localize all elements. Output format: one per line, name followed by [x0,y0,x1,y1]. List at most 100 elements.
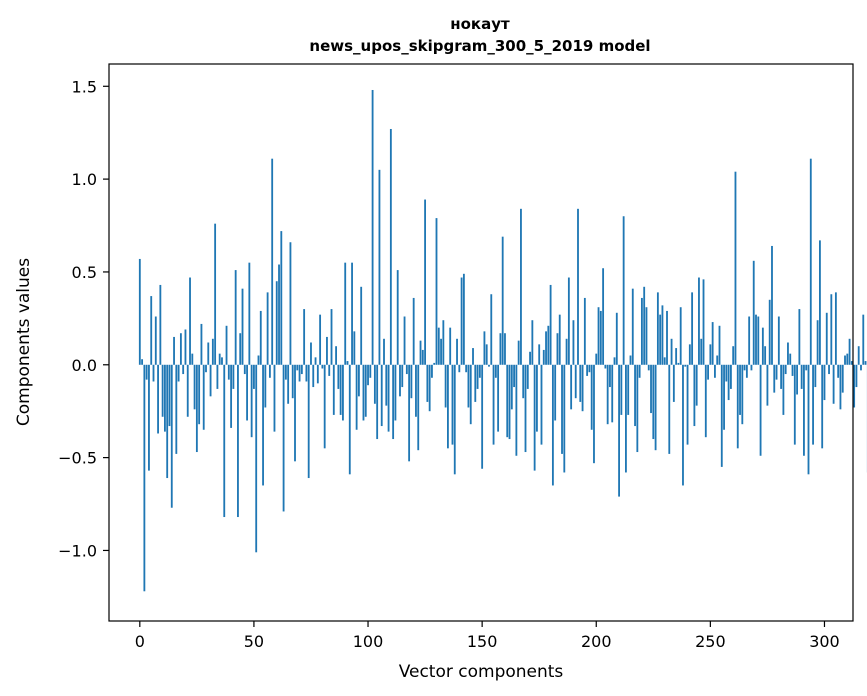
bar-component-309 [844,355,846,365]
bar-component-247 [702,279,705,365]
bar-component-187 [565,338,568,365]
bar-component-66 [289,242,292,365]
bar-component-63 [282,364,285,512]
bar-component-126 [426,364,429,402]
bar-component-189 [570,364,573,410]
bar-component-217 [634,364,636,427]
bar-component-88 [339,364,342,415]
bar-component-122 [417,364,420,451]
bar-component-212 [622,216,625,365]
bar-component-275 [766,364,769,406]
bar-component-68 [294,364,296,462]
bar-component-295 [812,364,814,445]
bar-component-230 [663,357,666,365]
bar-component-144 [467,364,470,408]
y-tick-label: −1.0 [58,541,97,560]
bar-component-46 [243,364,246,375]
y-tick-label: 1.5 [72,77,97,96]
bar-component-65 [287,364,290,404]
bar-component-167 [520,208,522,365]
bar-component-51 [255,364,258,553]
bar-component-22 [189,277,191,365]
bar-component-79 [319,314,322,365]
bar-component-223 [647,364,650,371]
bar-component-69 [296,364,299,371]
bar-component-299 [821,364,824,449]
bar-component-107 [383,338,385,365]
bar-component-59 [273,364,276,432]
bar-component-19 [182,364,185,375]
bar-component-169 [524,364,527,453]
bar-component-44 [239,333,242,365]
bar-component-95 [355,364,358,430]
bar-component-150 [481,364,484,469]
bar-component-314 [855,364,858,388]
bar-component-80 [321,364,324,369]
bar-component-303 [830,294,833,365]
bar-component-134 [444,364,447,408]
bar-component-86 [335,346,337,365]
bar-component-25 [195,364,198,453]
bar-component-218 [636,364,639,453]
bar-component-91 [346,361,349,365]
bar-component-282 [782,364,785,415]
bar-component-234 [672,364,675,402]
bar-component-118 [408,364,411,462]
bar-component-7 [154,316,157,365]
bar-component-142 [462,273,465,365]
bar-component-196 [586,364,589,376]
bar-component-15 [173,336,175,365]
bar-component-181 [551,364,554,486]
bar-component-226 [654,364,657,451]
bar-component-279 [775,364,778,380]
bar-component-82 [326,336,328,365]
bar-component-33 [214,223,217,365]
bar-component-183 [556,333,559,365]
bar-component-106 [380,364,383,427]
x-tick-label: 150 [467,632,498,651]
bar-component-71 [300,364,303,375]
bar-component-137 [451,364,454,445]
bar-component-168 [522,364,525,399]
y-axis-ticks: −1.0 −0.5 0.0 0.5 1.0 1.5 [58,77,109,560]
bar-component-45 [241,288,244,365]
bar-component-27 [200,323,203,365]
bar-component-92 [348,364,351,475]
bar-component-49 [250,364,253,438]
bar-component-26 [198,364,201,425]
bar-component-244 [695,364,698,406]
bar-component-21 [186,364,189,417]
bar-component-156 [494,364,497,378]
bar-component-250 [709,344,712,365]
x-axis-label: Vector components [399,662,564,682]
bar-component-292 [805,364,808,371]
bar-component-287 [793,364,796,445]
bar-component-35 [218,353,221,365]
bar-component-300 [823,364,826,401]
bar-component-289 [798,309,801,365]
bar-component-151 [483,331,486,365]
bar-component-288 [796,364,798,395]
bar-component-125 [424,199,426,365]
x-tick-label: 300 [809,632,840,651]
bar-component-36 [221,357,223,365]
bar-component-225 [652,364,655,440]
bar-component-84 [330,309,333,365]
bar-component-237 [679,307,682,365]
bar-component-96 [357,364,360,397]
bar-component-140 [458,364,461,373]
bar-component-83 [328,364,331,376]
bar-component-116 [403,316,406,365]
bar-component-180 [549,284,552,365]
y-tick-label: 0.5 [72,263,97,282]
bar-component-227 [656,292,659,365]
bar-component-135 [447,364,449,449]
bar-component-312 [850,361,853,365]
bar-component-129 [433,362,436,365]
x-axis-ticks: 0 50 100 150 200 250 300 [135,621,840,651]
bar-component-10 [161,364,164,417]
bar-component-211 [620,364,623,415]
bar-component-190 [572,320,575,365]
bar-component-152 [485,344,488,365]
bar-component-132 [440,338,442,365]
